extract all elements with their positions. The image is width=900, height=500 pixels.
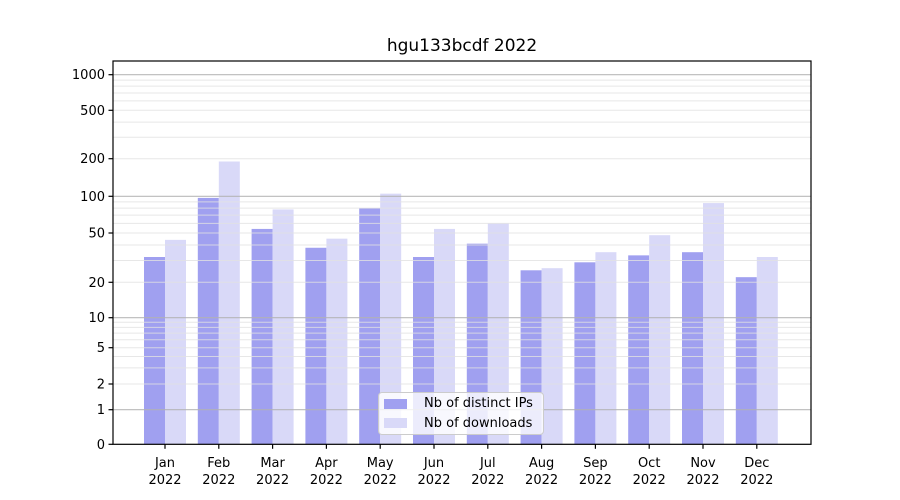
legend-swatch-downloads-icon bbox=[384, 418, 407, 429]
y-tick-label: 500 bbox=[80, 104, 105, 119]
y-tick-label: 20 bbox=[88, 276, 105, 291]
x-tick-label-month: Oct bbox=[638, 456, 660, 471]
x-tick-label-month: Jul bbox=[479, 456, 496, 471]
x-tick-label-month: Jan bbox=[154, 456, 175, 471]
x-tick-label-year: 2022 bbox=[417, 473, 450, 488]
y-tick-label: 1000 bbox=[72, 68, 105, 83]
bar-downloads-jan bbox=[165, 239, 186, 445]
axes-spines bbox=[112, 60, 812, 445]
y-tick-label: 10 bbox=[88, 311, 105, 326]
x-tick-label-month: Apr bbox=[315, 456, 338, 471]
y-axis: 0 1 2 5 10 20 50 100 200 500 1000 bbox=[72, 68, 113, 453]
x-tick-label-year: 2022 bbox=[471, 473, 504, 488]
y-tick-label: 1 bbox=[97, 403, 105, 418]
bar-downloads-apr bbox=[326, 238, 348, 445]
x-tick-label-year: 2022 bbox=[310, 473, 343, 488]
gridlines-group bbox=[113, 74, 811, 411]
bar-downloads-feb bbox=[218, 161, 240, 445]
y-tick-label: 2 bbox=[97, 378, 105, 393]
x-tick-label-year: 2022 bbox=[579, 473, 612, 488]
y-tick-label: 5 bbox=[97, 341, 105, 356]
x-tick-label-year: 2022 bbox=[202, 473, 235, 488]
x-tick-label-month: May bbox=[367, 456, 394, 471]
bar-ips-apr bbox=[305, 247, 327, 445]
bar-ips-dec bbox=[735, 277, 757, 445]
legend-item-downloads: Nb of downloads bbox=[384, 415, 543, 432]
x-tick-label-month: Dec bbox=[744, 456, 769, 471]
x-tick-label-month: Nov bbox=[690, 456, 716, 471]
bar-downloads-jul bbox=[487, 223, 509, 445]
x-tick-label-month: Mar bbox=[260, 456, 285, 471]
y-tick-label: 50 bbox=[88, 227, 105, 242]
x-tick-label-year: 2022 bbox=[686, 473, 719, 488]
x-tick-label-year: 2022 bbox=[364, 473, 397, 488]
x-tick-label-year: 2022 bbox=[148, 473, 181, 488]
legend-swatch-distinct-ips-icon bbox=[384, 398, 407, 409]
bar-downloads-dec bbox=[756, 257, 778, 445]
x-tick-label-year: 2022 bbox=[525, 473, 558, 488]
bar-ips-feb bbox=[197, 197, 219, 445]
y-tick-label: 100 bbox=[80, 190, 105, 205]
x-tick-label-month: Feb bbox=[207, 456, 230, 471]
legend-label-distinct-ips: Nb of distinct IPs bbox=[424, 396, 533, 412]
bar-downloads-nov bbox=[703, 203, 724, 445]
bar-ips-jan bbox=[144, 257, 165, 445]
y-tick-label: 0 bbox=[97, 438, 105, 453]
legend: Nb of distinct IPs Nb of downloads bbox=[378, 392, 544, 435]
legend-item-distinct-ips: Nb of distinct IPs bbox=[384, 395, 543, 412]
x-tick-label-year: 2022 bbox=[740, 473, 773, 488]
chart-title: hgu133bcdf 2022 bbox=[386, 36, 538, 56]
legend-label-downloads: Nb of downloads bbox=[424, 415, 533, 431]
x-tick-label-year: 2022 bbox=[633, 473, 666, 488]
bar-ips-sep bbox=[574, 262, 596, 445]
y-tick-label: 200 bbox=[80, 152, 105, 167]
x-tick-label-year: 2022 bbox=[256, 473, 289, 488]
x-tick-label-month: Sep bbox=[583, 456, 608, 471]
x-axis: Jan 2022 Feb 2022 Mar 2022 Apr 2022 May 2022 Jun 20… bbox=[148, 444, 773, 488]
bar-downloads-sep bbox=[595, 252, 617, 445]
bar-ips-mar bbox=[251, 228, 273, 445]
bar-downloads-may bbox=[380, 193, 402, 445]
bar-ips-may bbox=[359, 208, 381, 445]
bar-ips-oct bbox=[628, 255, 650, 445]
x-tick-label-month: Jun bbox=[423, 456, 444, 471]
bar-ips-nov bbox=[682, 252, 703, 445]
x-tick-label-month: Aug bbox=[529, 456, 554, 471]
